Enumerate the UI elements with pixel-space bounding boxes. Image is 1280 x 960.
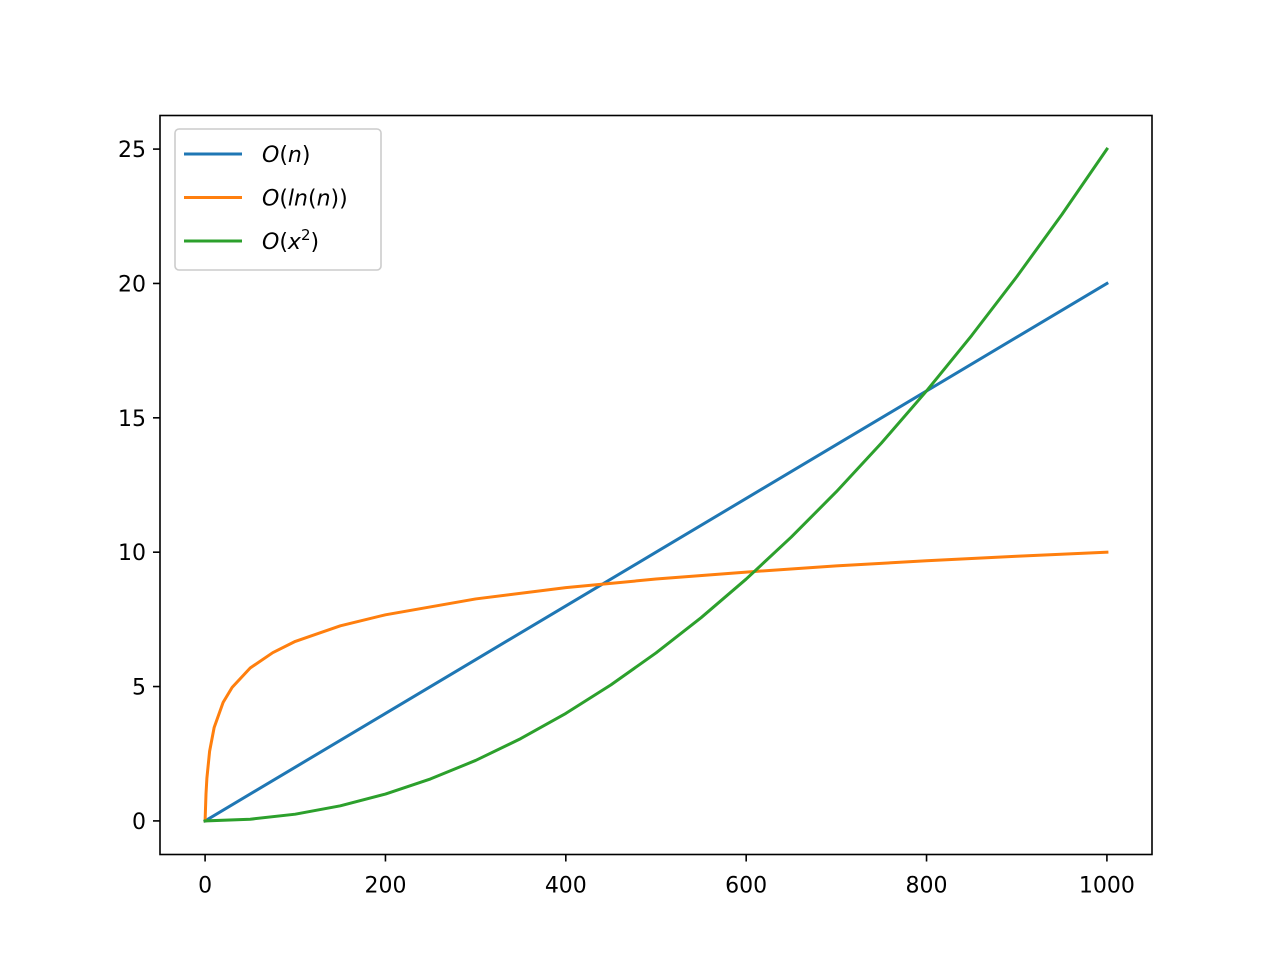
- y-tick-label: 25: [118, 138, 146, 163]
- x-tick-label: 200: [364, 874, 406, 899]
- legend-label-2: O(ln(n)): [262, 187, 348, 212]
- x-tick-label: 0: [198, 874, 212, 899]
- legend: O(n) O(ln(n)) O(x2): [174, 128, 382, 271]
- y-tick-label: 15: [118, 407, 146, 432]
- x-tick-label: 600: [725, 874, 767, 899]
- series-line-1: [203, 281, 1109, 823]
- x-tick-label: 1000: [1079, 874, 1135, 899]
- y-tick-label: 10: [118, 541, 146, 566]
- series-layer: [203, 147, 1109, 823]
- legend-label-3: O(x2): [262, 226, 319, 255]
- legend-label-1: O(n): [262, 143, 310, 168]
- y-tick-label: 20: [118, 272, 146, 297]
- x-tick-label: 400: [545, 874, 587, 899]
- x-axis: 0 200 400 600 800 1000: [198, 854, 1135, 899]
- y-axis: 0 5 10 15 20 25: [118, 138, 160, 835]
- y-tick-label: 0: [132, 810, 146, 835]
- series-line-3: [203, 147, 1109, 823]
- legend-box: [174, 128, 382, 271]
- y-tick-label: 5: [132, 676, 146, 701]
- series-line-2: [203, 550, 1109, 823]
- x-tick-label: 800: [906, 874, 948, 899]
- plot-frame: [159, 114, 1153, 856]
